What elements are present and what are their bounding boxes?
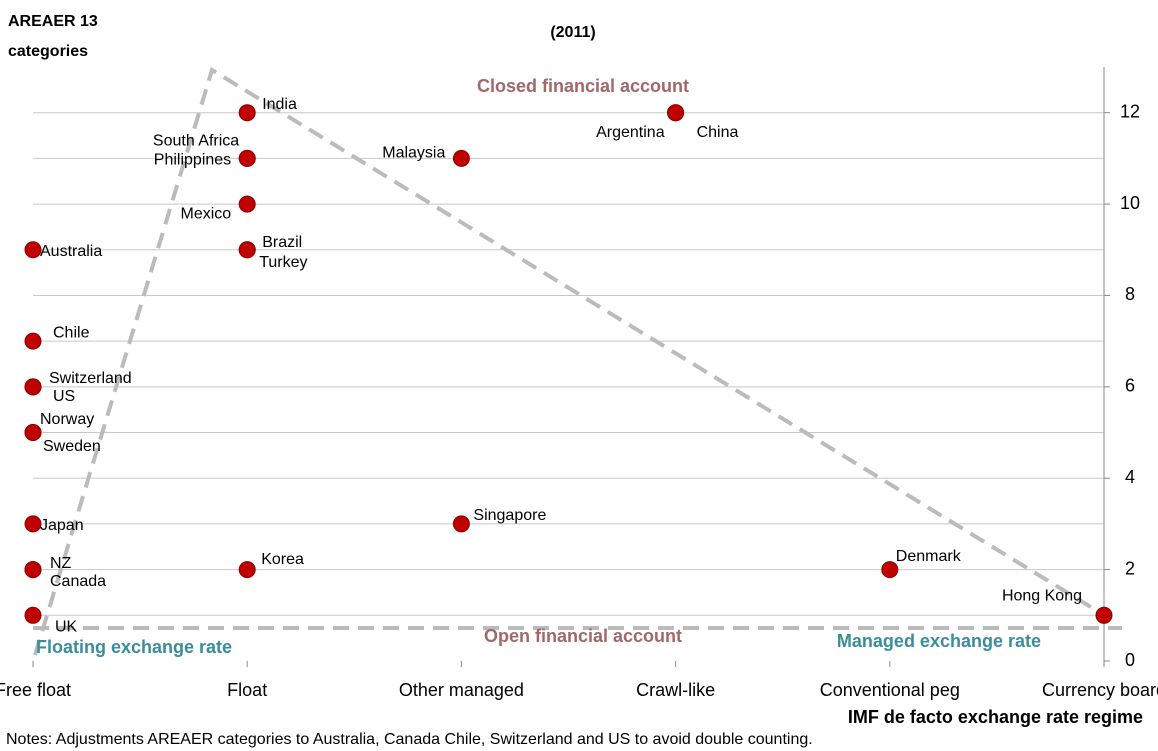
point (881, 561, 899, 579)
x-tick-label: Crawl-like (636, 680, 715, 700)
x-tick-label: Currency board (1042, 680, 1158, 700)
point (452, 149, 470, 167)
y-tick-label: 4 (1125, 467, 1135, 487)
x-tick-label: Free float (0, 680, 71, 700)
point (24, 332, 42, 350)
point (24, 561, 42, 579)
point-label: Japan (40, 517, 84, 534)
x-tick-label: Conventional peg (820, 680, 960, 700)
point-label: Singapore (473, 507, 546, 524)
point (667, 104, 685, 122)
point-label: Malaysia (382, 145, 445, 162)
y-axis-label: categories (8, 43, 88, 60)
point-label: South Africa (153, 133, 239, 150)
triangle-line (33, 66, 1106, 656)
y-tick-label: 8 (1125, 284, 1135, 304)
y-tick-label: 0 (1125, 650, 1135, 670)
chart-title: (2011) (550, 24, 595, 41)
point-label: Sweden (43, 438, 101, 455)
note: Notes: Adjustments AREAER categories to … (6, 731, 813, 748)
point (24, 515, 42, 533)
point-label: US (53, 388, 75, 405)
point-label: Canada (50, 573, 106, 590)
point (238, 195, 256, 213)
point (238, 241, 256, 259)
point-label: China (697, 124, 739, 141)
annotation: Open financial account (484, 626, 682, 646)
point (1095, 606, 1113, 624)
point-label: Argentina (596, 124, 665, 141)
x-axis-label: IMF de facto exchange rate regime (848, 707, 1143, 727)
point-label: Brazil (262, 234, 302, 251)
x-tick-label: Float (227, 680, 267, 700)
point-label: Hong Kong (1002, 588, 1082, 605)
point (24, 241, 42, 259)
point (238, 104, 256, 122)
annotation: Managed exchange rate (837, 631, 1041, 651)
y-tick-label: 10 (1120, 193, 1140, 213)
point-label: Korea (261, 551, 304, 568)
y-tick-label: 2 (1125, 558, 1135, 578)
x-tick-label: Other managed (399, 680, 524, 700)
point-label: Turkey (259, 254, 307, 271)
point-label: Australia (40, 243, 102, 260)
point-label: Norway (40, 411, 94, 428)
point-label: UK (55, 619, 78, 636)
point-label: NZ (50, 555, 72, 572)
point-label: India (262, 96, 297, 113)
grid (33, 112, 1104, 616)
point (238, 149, 256, 167)
annotation: Closed financial account (477, 76, 689, 96)
point-label: Philippines (154, 152, 231, 169)
point (24, 378, 42, 396)
point (24, 606, 42, 624)
y-axis-label: AREAER 13 (8, 13, 98, 30)
y-tick-label: 6 (1125, 376, 1135, 396)
annotation: Floating exchange rate (36, 637, 232, 657)
point (238, 561, 256, 579)
point-label: Chile (53, 324, 90, 341)
point (24, 424, 42, 442)
point-label: Denmark (896, 548, 962, 565)
y-tick-label: 12 (1120, 101, 1140, 121)
point-label: Mexico (181, 205, 232, 222)
point-label: Switzerland (49, 370, 132, 387)
point (452, 515, 470, 533)
